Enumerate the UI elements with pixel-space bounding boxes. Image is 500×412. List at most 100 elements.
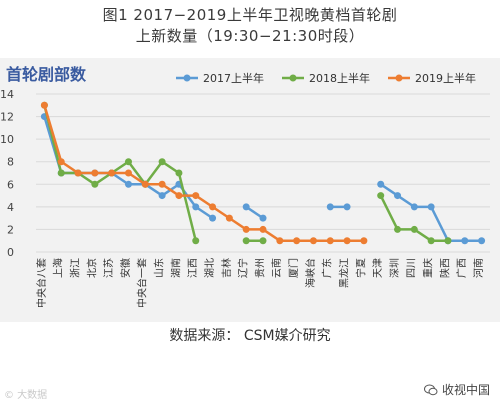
y-tick-label: 4 (7, 201, 14, 214)
x-tick-label: 江西 (187, 258, 199, 278)
y-tick-label: 10 (0, 133, 14, 146)
data-point (175, 169, 183, 177)
data-point (108, 169, 116, 177)
legend-item: 2018上半年 (282, 71, 370, 85)
x-tick-label: 广东 (321, 258, 334, 278)
watermark-left: © 大数据 (4, 390, 48, 401)
data-point (124, 180, 132, 188)
y-tick-label: 0 (7, 246, 14, 259)
legend-label: 2017上半年 (203, 71, 264, 85)
x-tick-label: 广西 (456, 258, 468, 278)
data-point (242, 225, 250, 233)
x-tick-label: 河南 (472, 258, 485, 278)
data-point (276, 237, 284, 245)
data-point (158, 192, 166, 200)
watermark-right: 收视中国 (423, 381, 490, 398)
y-tick-label: 12 (0, 111, 14, 124)
legend-label: 2018上半年 (309, 71, 370, 85)
x-tick-label: 湖南 (169, 258, 182, 278)
data-point (259, 237, 267, 245)
data-point (192, 203, 200, 211)
x-tick-label: 上海 (52, 258, 65, 278)
data-point (209, 214, 217, 222)
data-point (209, 203, 217, 211)
x-tick-label: 深圳 (389, 258, 401, 278)
chart-background (0, 58, 500, 322)
data-point (74, 169, 82, 177)
data-point (394, 192, 402, 200)
data-point (175, 192, 183, 200)
data-source: 数据来源： CSM媒介研究 (169, 328, 331, 344)
x-tick-label: 辽宁 (237, 258, 250, 278)
data-point (57, 169, 65, 177)
data-point (293, 237, 301, 245)
x-tick-label: 重庆 (422, 258, 435, 278)
x-tick-label: 天津 (372, 258, 384, 278)
x-tick-label: 吉林 (220, 258, 233, 278)
data-point (326, 203, 334, 211)
x-tick-label: 云南 (270, 258, 283, 278)
x-tick-label: 北京 (85, 258, 98, 278)
x-tick-label: 安徽 (119, 258, 132, 278)
data-point (192, 237, 200, 245)
data-point (394, 225, 402, 233)
data-point (444, 237, 452, 245)
x-tick-label: 贵州 (253, 258, 266, 278)
data-point (242, 237, 250, 245)
chart-title-line2: 上新数量（19:30−21:30时段） (135, 27, 365, 45)
data-point (259, 214, 267, 222)
data-point (124, 169, 132, 177)
series-3 (40, 101, 368, 245)
series-2 (40, 101, 452, 245)
y-tick-label: 2 (7, 223, 14, 236)
x-tick-label: 厦门 (287, 258, 300, 278)
x-tick-label: 海峡台 (304, 258, 317, 288)
x-tick-label: 中央台八套 (35, 258, 48, 308)
legend-item: 2017上半年 (176, 71, 264, 85)
x-tick-label: 江苏 (102, 258, 115, 278)
x-tick-label: 中央台一套 (136, 258, 149, 308)
data-point (410, 203, 418, 211)
data-point (326, 237, 334, 245)
data-point (343, 237, 351, 245)
x-tick-label: 黑龙江 (337, 258, 350, 288)
data-point (410, 225, 418, 233)
data-point (225, 214, 233, 222)
data-point (461, 237, 469, 245)
data-point (309, 237, 317, 245)
data-point (40, 101, 48, 109)
series-line (43, 104, 197, 242)
legend-item: 2019上半年 (388, 71, 476, 85)
chart-title-line1: 图1 2017−2019上半年卫视晚黄档首轮剧 (102, 6, 398, 24)
wechat-icon (423, 384, 438, 395)
watermark-right-label: 收视中国 (441, 383, 490, 397)
x-tick-label: 浙江 (69, 258, 81, 278)
line-chart: 首轮剧部数 0 2 4 6 8 10 12 14 中央台八套 上海 浙江 北京 江苏 安徽 中央台一套 山东… (0, 58, 500, 322)
x-tick-label: 山东 (153, 258, 166, 278)
x-tick-label: 陕西 (438, 258, 451, 278)
data-point (377, 192, 385, 200)
data-point (478, 237, 486, 245)
y-tick-label: 6 (7, 178, 14, 191)
data-point (259, 225, 267, 233)
x-tick-label: 四川 (407, 258, 418, 278)
data-point (242, 203, 250, 211)
y-tick-label: 8 (7, 156, 14, 169)
data-point (124, 158, 132, 166)
data-point (343, 203, 351, 211)
data-point (91, 169, 99, 177)
y-tick-label: 14 (0, 88, 14, 101)
data-point (427, 203, 435, 211)
data-point (141, 180, 149, 188)
data-point (158, 180, 166, 188)
legend-label: 2019上半年 (415, 71, 476, 85)
data-point (192, 192, 200, 200)
data-point (158, 158, 166, 166)
data-point (91, 180, 99, 188)
data-point (427, 237, 435, 245)
x-tick-label: 宁夏 (354, 258, 367, 278)
data-point (377, 180, 385, 188)
y-axis-title: 首轮剧部数 (6, 65, 87, 84)
x-tick-label: 湖北 (204, 258, 216, 278)
data-point (360, 237, 368, 245)
